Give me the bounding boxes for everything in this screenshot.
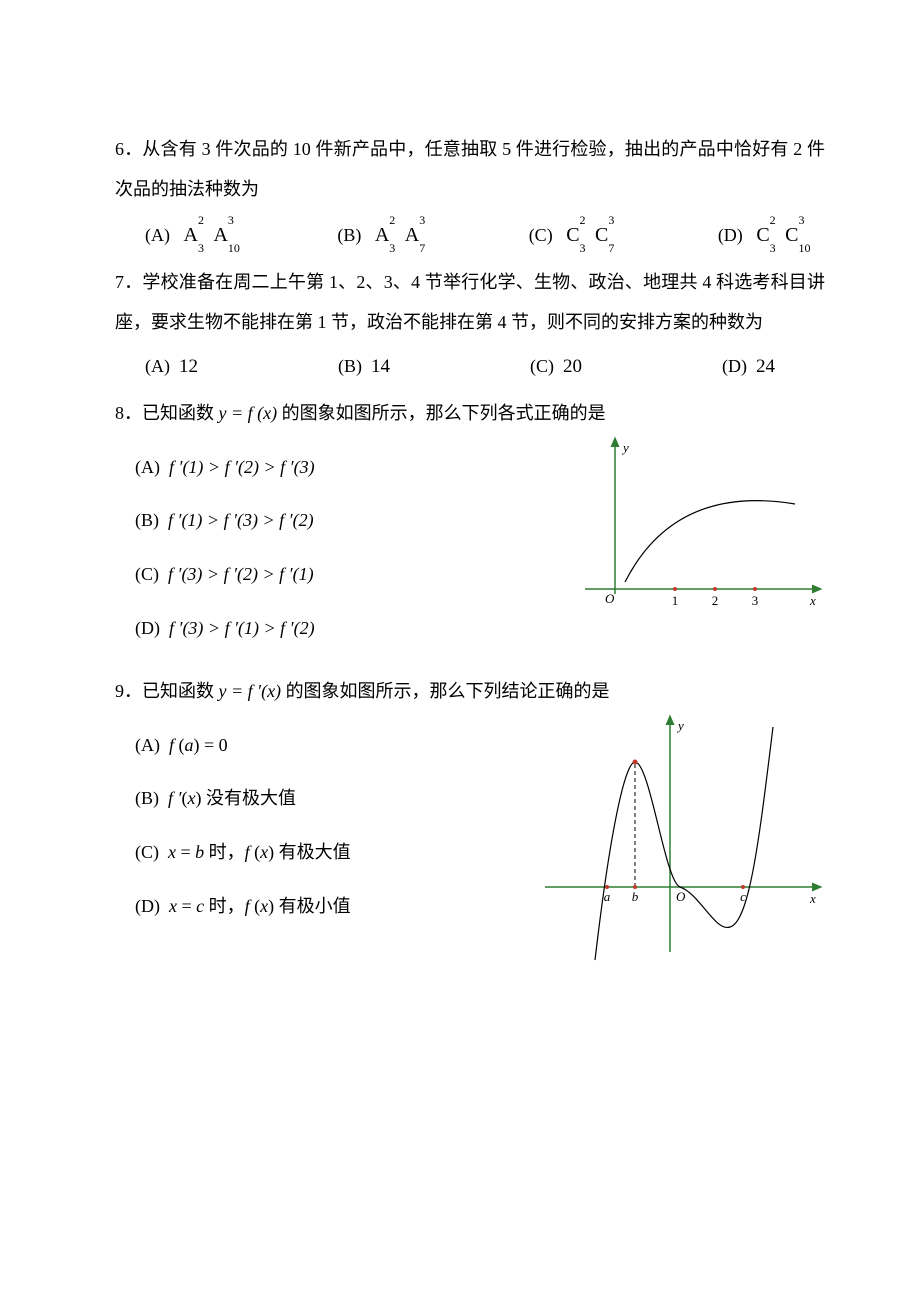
q8-option-c: (C) f ′(3) > f ′(2) > f ′(1) xyxy=(135,555,545,595)
q7-option-d: (D) 24 xyxy=(722,346,775,388)
q6-option-c: (C) C23 C37 xyxy=(529,213,615,257)
svg-text:y: y xyxy=(621,440,629,455)
q8-options: (A) f ′(1) > f ′(2) > f ′(3) (B) f ′(1) … xyxy=(115,434,545,662)
q7-options: (A) 12 (B) 14 (C) 20 (D) 24 xyxy=(115,342,825,388)
q6-option-a: (A) A23 A310 xyxy=(145,213,234,257)
q7-option-b: (B) 14 xyxy=(338,346,390,388)
svg-text:2: 2 xyxy=(712,593,719,608)
q9-option-d: (D) x = c 时，f (x) 有极小值 xyxy=(135,887,505,927)
svg-text:x: x xyxy=(809,593,816,608)
q6-options: (A) A23 A310 (B) A23 A37 (C) C23 C37 (D)… xyxy=(115,209,825,257)
svg-text:x: x xyxy=(809,891,816,906)
q7-option-c: (C) 20 xyxy=(530,346,582,388)
q8-option-d: (D) f ′(3) > f ′(1) > f ′(2) xyxy=(135,609,545,649)
svg-text:b: b xyxy=(632,889,639,904)
q8-option-b: (B) f ′(1) > f ′(3) > f ′(2) xyxy=(135,501,545,541)
svg-text:y: y xyxy=(676,718,684,733)
q7-option-a: (A) 12 xyxy=(145,346,198,388)
q9-text: 9．已知函数 y = f ′(x) 的图象如图所示，那么下列结论正确的是 xyxy=(115,672,825,712)
svg-text:3: 3 xyxy=(752,593,759,608)
q6-option-d: (D) C23 C310 xyxy=(718,213,805,257)
svg-text:O: O xyxy=(676,889,686,904)
svg-text:c: c xyxy=(740,889,746,904)
q6-option-b: (B) A23 A37 xyxy=(337,213,425,257)
q8-option-a: (A) f ′(1) > f ′(2) > f ′(3) xyxy=(135,448,545,488)
svg-text:O: O xyxy=(605,591,615,606)
q9-graph: a b c Ox y xyxy=(515,712,825,977)
q9-option-c: (C) x = b 时，f (x) 有极大值 xyxy=(135,833,505,873)
q8-text: 8．已知函数 y = f (x) 的图象如图所示，那么下列各式正确的是 xyxy=(115,394,825,434)
q9-option-b: (B) f ′(x) 没有极大值 xyxy=(135,779,505,819)
q7-text: 7．学校准备在周二上午第 1、2、3、4 节举行化学、生物、政治、地理共 4 科… xyxy=(115,263,825,342)
q8-graph: 1 2 3 Ox y xyxy=(565,434,825,639)
q9-options: (A) f (a) = 0 (B) f ′(x) 没有极大值 (C) x = b… xyxy=(115,712,505,940)
q9-option-a: (A) f (a) = 0 xyxy=(135,726,505,766)
svg-text:a: a xyxy=(604,889,611,904)
q6-text: 6．从含有 3 件次品的 10 件新产品中，任意抽取 5 件进行检验，抽出的产品… xyxy=(115,130,825,209)
svg-text:1: 1 xyxy=(672,593,679,608)
